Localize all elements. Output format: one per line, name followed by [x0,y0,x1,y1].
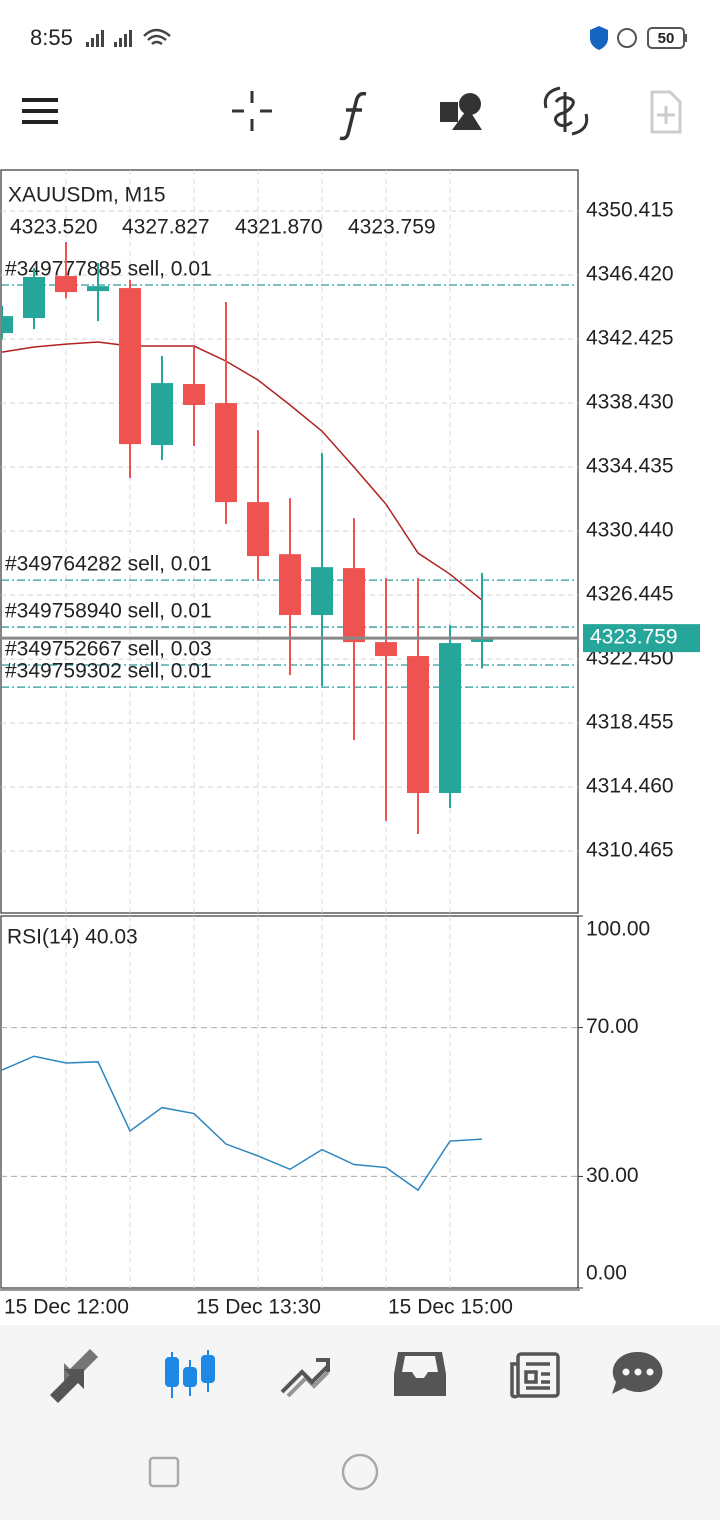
candle-body [247,502,269,557]
home-button[interactable] [341,1453,379,1491]
nav-trade[interactable] [280,1358,330,1398]
candle-body [407,656,429,794]
time-label: 15 Dec 15:00 [388,1296,513,1319]
status-time: 8:55 [30,25,73,50]
candle-body [23,277,45,319]
nav-history[interactable] [394,1352,446,1396]
time-label: 15 Dec 12:00 [4,1296,129,1319]
signal-icons [86,28,171,47]
nav-background [0,1325,720,1520]
price-tick-label: 4342.425 [586,327,674,350]
nav-chat[interactable] [612,1351,663,1394]
indicators-button[interactable] [339,91,367,141]
price-tick-label: 4334.435 [586,455,674,478]
price-tick-label: 4322.450 [586,647,674,670]
price-tick-label: 4330.440 [586,519,674,542]
candle-body [439,643,461,794]
main-chart-frame [0,169,579,914]
current-price-tag [583,624,700,653]
price-tick-label: 4338.430 [586,391,674,414]
candle-body [375,642,397,657]
price-tick-label: 4350.415 [586,199,674,222]
order-label: #349758940 sell, 0.01 [5,600,212,623]
rsi-tick-label: 70.00 [586,1015,639,1038]
price-tick-label: 4346.420 [586,263,674,286]
rsi-frame [0,915,579,1289]
candle-body [343,568,365,643]
rsi-tick-label: 100.00 [586,918,650,941]
nav-news[interactable] [510,1352,560,1399]
price-tick-label: 4326.445 [586,583,674,606]
order-label: #349752667 sell, 0.03 [5,638,212,661]
order-label: #349759302 sell, 0.01 [5,660,212,683]
new-order-button[interactable] [650,90,682,134]
nav-quotes[interactable] [50,1349,98,1403]
rsi-line [1,1055,483,1192]
candle-body [87,286,109,292]
status-icons [590,26,687,50]
crosshair-button[interactable] [232,91,272,131]
candle-body [471,638,493,642]
ohlc-low: 4321.870 [235,216,323,239]
candle-body [119,288,141,445]
price-tick-label: 4310.465 [586,839,674,862]
symbol-label: XAUUSDm, M15 [8,184,166,207]
battery-level: 50 [658,30,675,47]
ohlc-close: 4323.759 [348,216,436,239]
candle-body [151,383,173,446]
recent-apps-button[interactable] [148,1456,180,1488]
nav-chart[interactable] [165,1350,215,1398]
candle-body [1,316,13,334]
trade-button[interactable] [543,86,589,136]
candle-body [215,403,237,503]
current-price-label: 4323.759 [590,626,678,649]
candle-body [55,276,77,293]
order-label: #349777885 sell, 0.01 [5,258,212,281]
candle-body [311,567,333,616]
candle-body [183,384,205,406]
price-tick-label: 4314.460 [586,775,674,798]
moving-average [1,341,483,601]
rsi-tick-label: 30.00 [586,1164,639,1187]
menu-button[interactable] [22,98,58,124]
rsi-tick-label: 0.00 [586,1262,627,1285]
rsi-label: RSI(14) 40.03 [7,926,138,949]
order-label: #349764282 sell, 0.01 [5,553,212,576]
objects-button[interactable] [440,93,482,130]
candle-body [279,554,301,616]
ohlc-open: 4323.520 [10,216,98,239]
ohlc-high: 4327.827 [122,216,210,239]
price-tick-label: 4318.455 [586,711,674,734]
time-label: 15 Dec 13:30 [196,1296,321,1319]
